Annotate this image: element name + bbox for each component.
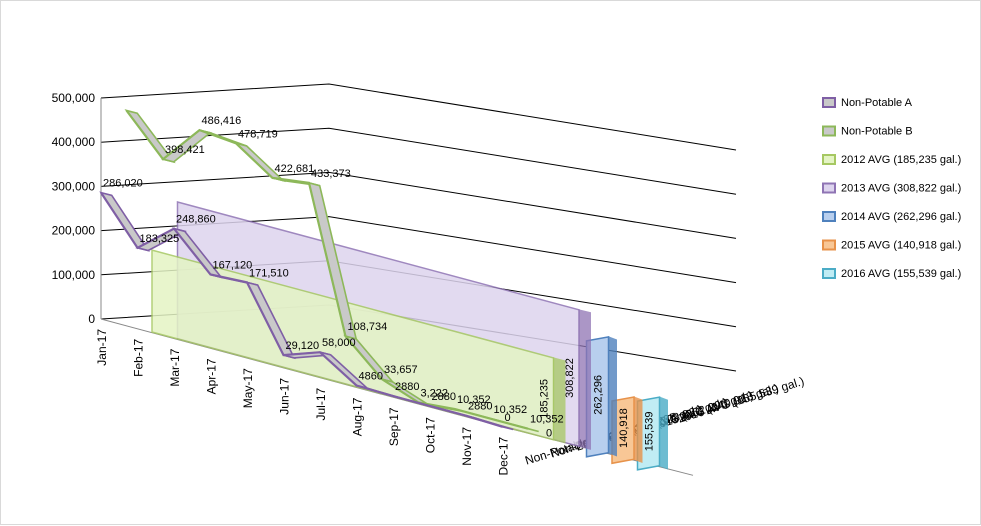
legend-swatch (822, 182, 836, 194)
x-tick-label: Aug-17 (351, 397, 365, 436)
legend-swatch (822, 239, 836, 251)
data-labels: 155,539 140,918 262,296 308,822 185,235 286,0… (103, 115, 656, 451)
data-label: 422,681 (275, 163, 315, 175)
y-tick-label: 0 (88, 312, 95, 326)
avg-panel-side (553, 357, 566, 444)
data-label: 433,373 (311, 168, 351, 180)
gridline (100, 83, 737, 151)
y-tick-label: 400,000 (52, 135, 96, 149)
data-label: 2880 (468, 401, 492, 413)
gridline (100, 127, 737, 195)
data-label: 398,421 (165, 144, 205, 156)
gridline (100, 171, 737, 239)
legend-label: 2012 AVG (185,235 gal.) (841, 154, 961, 166)
data-label: 33,657 (384, 364, 418, 376)
data-label: 155,539 (644, 412, 656, 452)
y-tick-label: 100,000 (52, 268, 96, 282)
data-label: 0 (505, 412, 511, 424)
avg-panel-side (578, 309, 591, 450)
legend-swatch (822, 268, 836, 279)
avg-bar-side (633, 396, 643, 464)
data-label: 58,000 (322, 337, 356, 349)
legend-swatch (822, 97, 836, 108)
data-label: 185,235 (539, 379, 551, 419)
data-label: 286,020 (103, 178, 143, 190)
legend-label: Non-Potable A (841, 97, 913, 109)
x-tick-label: Jul-17 (314, 387, 328, 420)
avg-bar-side (659, 396, 668, 470)
legend: Non-Potable A Non-Potable B 2012 AVG (185,… (822, 97, 961, 280)
y-tick-label: 300,000 (52, 179, 96, 193)
data-label: 262,296 (593, 375, 605, 415)
x-tick-label: May-17 (241, 368, 255, 408)
legend-swatch (822, 211, 836, 222)
data-label: 140,918 (618, 408, 630, 448)
legend-swatch (822, 154, 836, 165)
x-tick-label: Apr-17 (205, 358, 219, 394)
avg-bar-side (608, 336, 617, 457)
x-tick-label: Nov-17 (460, 427, 474, 466)
data-label: 4860 (359, 370, 383, 382)
x-tick-label: Oct-17 (424, 417, 438, 453)
legend-label: Non-Potable B (841, 126, 913, 138)
y-tick-label: 200,000 (52, 224, 96, 238)
data-label: 3,222 (421, 387, 449, 399)
data-label: 2880 (432, 391, 456, 403)
data-label: 478,719 (238, 128, 278, 140)
data-label: 0 (546, 427, 552, 439)
data-label: 171,510 (249, 267, 289, 279)
x-tick-label: Sep-17 (387, 407, 401, 446)
legend-label: 2015 AVG (140,918 gal.) (841, 240, 961, 252)
x-tick-label: Mar-17 (168, 348, 182, 386)
data-label: 308,822 (564, 358, 576, 398)
legend-label: 2014 AVG (262,296 gal.) (841, 211, 961, 223)
x-tick-label: Feb-17 (132, 338, 146, 376)
data-label: 183,325 (140, 233, 180, 245)
legend-label: 2013 AVG (308,822 gal.) (841, 183, 961, 195)
legend-label: 2016 AVG (155,539 gal.) (841, 268, 961, 280)
data-label: 108,734 (348, 321, 388, 333)
depth-tick-label: 2016 AVG (155,539 gal.) (676, 374, 806, 426)
y-tick-label: 500,000 (52, 91, 96, 105)
series-line (100, 191, 503, 428)
data-label: 248,860 (176, 214, 216, 226)
data-label: 29,120 (286, 340, 320, 352)
legend-swatch (822, 125, 836, 137)
series-group (99, 109, 668, 471)
data-label: 2880 (395, 381, 419, 393)
data-label: 486,416 (202, 115, 242, 127)
data-label: 167,120 (213, 260, 253, 272)
data-label: 10,352 (494, 404, 528, 416)
x-tick-label: Dec-17 (497, 436, 511, 475)
data-label: 10,352 (457, 394, 491, 406)
data-label: 10,352 (530, 414, 564, 426)
series-line (125, 109, 529, 430)
x-tick-label: Jan-17 (95, 329, 109, 366)
x-tick-label: Jun-17 (278, 378, 292, 415)
